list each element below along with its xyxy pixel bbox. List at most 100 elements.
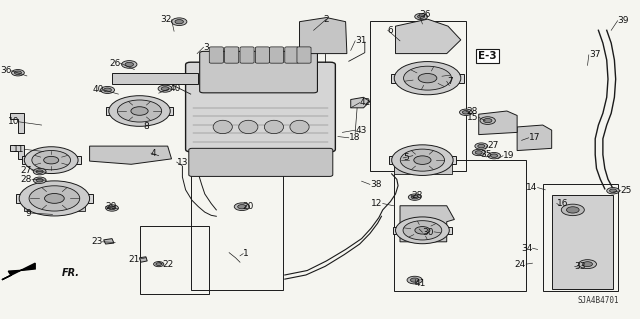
Circle shape [109, 206, 115, 210]
Text: 37: 37 [589, 50, 600, 59]
Circle shape [491, 154, 498, 158]
Text: 28: 28 [411, 191, 422, 200]
Circle shape [407, 276, 422, 284]
Circle shape [582, 262, 593, 267]
Circle shape [106, 205, 118, 211]
Ellipse shape [213, 120, 232, 134]
Text: 23: 23 [91, 237, 102, 246]
Circle shape [462, 110, 470, 114]
Text: 2: 2 [324, 15, 329, 24]
Text: 11: 11 [13, 145, 24, 154]
Text: 20: 20 [242, 202, 253, 211]
Bar [543, 184, 618, 291]
Text: 24: 24 [515, 260, 526, 269]
Text: 8: 8 [143, 122, 148, 130]
Polygon shape [552, 195, 613, 289]
Circle shape [404, 66, 451, 90]
Circle shape [418, 73, 437, 83]
Circle shape [396, 217, 449, 244]
Polygon shape [396, 19, 461, 54]
Bar [370, 21, 466, 171]
Bar [394, 160, 452, 174]
Circle shape [415, 226, 430, 234]
Text: 27: 27 [20, 166, 32, 175]
Circle shape [19, 181, 90, 216]
Text: 28: 28 [466, 107, 477, 115]
Text: 22: 22 [163, 260, 174, 269]
Text: 42: 42 [360, 98, 371, 107]
Ellipse shape [239, 120, 258, 134]
Polygon shape [479, 111, 517, 135]
Text: 30: 30 [422, 228, 434, 237]
Bar [22, 156, 81, 164]
Bar [394, 160, 526, 291]
Circle shape [400, 149, 445, 171]
FancyBboxPatch shape [186, 62, 335, 152]
Circle shape [480, 117, 495, 124]
Circle shape [412, 195, 419, 199]
Circle shape [579, 260, 596, 269]
Circle shape [156, 263, 161, 265]
Bar [393, 226, 452, 234]
Polygon shape [351, 97, 370, 108]
Circle shape [610, 189, 617, 193]
FancyBboxPatch shape [297, 47, 311, 63]
Circle shape [36, 178, 44, 182]
FancyBboxPatch shape [189, 148, 333, 176]
Circle shape [104, 88, 111, 92]
Circle shape [15, 71, 22, 75]
Circle shape [475, 143, 488, 149]
Text: 16: 16 [557, 199, 568, 208]
Text: 21: 21 [128, 255, 140, 263]
Circle shape [607, 188, 620, 194]
Text: 40: 40 [170, 84, 181, 93]
Text: 6: 6 [388, 26, 394, 35]
FancyBboxPatch shape [255, 47, 269, 63]
Circle shape [483, 118, 492, 123]
Text: 7: 7 [447, 77, 452, 86]
FancyBboxPatch shape [225, 47, 239, 63]
Circle shape [125, 62, 134, 67]
Text: E-3: E-3 [478, 51, 497, 61]
Polygon shape [10, 113, 24, 133]
Text: 18: 18 [349, 133, 360, 142]
Text: 17: 17 [529, 133, 540, 142]
Text: 39: 39 [618, 16, 629, 25]
Text: 43: 43 [355, 126, 367, 135]
Circle shape [32, 151, 70, 170]
Text: 33: 33 [575, 262, 586, 271]
Circle shape [418, 15, 425, 19]
Bar [191, 157, 283, 290]
Circle shape [414, 156, 431, 164]
Circle shape [172, 18, 187, 26]
Bar [24, 198, 85, 211]
Polygon shape [104, 239, 114, 244]
Bar [388, 156, 456, 164]
Polygon shape [10, 145, 24, 159]
Text: 31: 31 [355, 36, 367, 45]
Text: 28: 28 [20, 175, 32, 184]
Bar [106, 107, 173, 115]
Text: 10: 10 [8, 117, 19, 126]
Bar [15, 194, 93, 203]
Text: 4: 4 [151, 149, 157, 158]
Circle shape [122, 61, 137, 68]
Ellipse shape [264, 120, 284, 134]
Bar [391, 74, 464, 83]
Circle shape [29, 186, 80, 211]
FancyBboxPatch shape [240, 47, 254, 63]
Text: 29: 29 [106, 202, 117, 211]
Text: 41: 41 [415, 279, 426, 288]
Circle shape [403, 221, 442, 240]
Circle shape [476, 151, 483, 154]
Text: 13: 13 [177, 158, 188, 167]
FancyBboxPatch shape [200, 51, 317, 93]
Text: 36: 36 [0, 66, 12, 75]
Text: 14: 14 [526, 183, 538, 192]
Circle shape [33, 168, 46, 175]
Circle shape [394, 62, 461, 95]
Polygon shape [90, 146, 172, 164]
FancyBboxPatch shape [209, 47, 223, 63]
Circle shape [392, 145, 453, 175]
Circle shape [44, 156, 59, 164]
